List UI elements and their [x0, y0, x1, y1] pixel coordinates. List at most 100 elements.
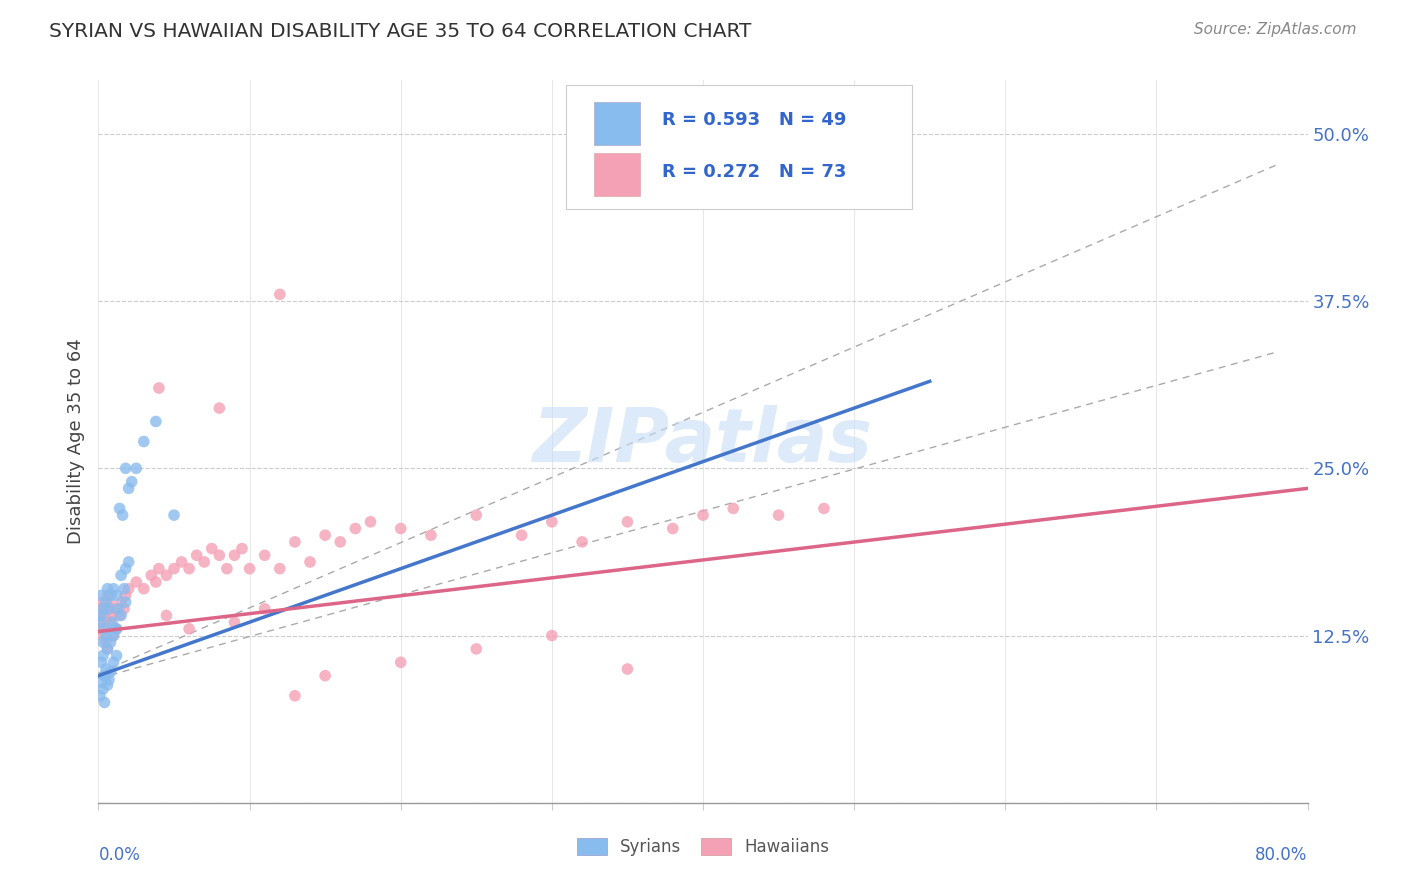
Point — [98, 602, 121, 616]
Point — [93, 696, 115, 710]
Point — [616, 515, 638, 529]
Point — [96, 589, 118, 603]
Point — [93, 669, 115, 683]
Point — [616, 662, 638, 676]
Point — [93, 622, 115, 636]
Point — [101, 608, 124, 623]
Legend: Syrians, Hawaiians: Syrians, Hawaiians — [569, 831, 837, 863]
Point — [98, 673, 121, 687]
Point — [148, 562, 170, 576]
Point — [105, 648, 128, 663]
Point — [269, 287, 291, 301]
Point — [89, 689, 111, 703]
Point — [90, 589, 112, 603]
Point — [253, 548, 276, 563]
Point — [118, 582, 141, 596]
Point — [103, 655, 125, 669]
Point — [813, 501, 835, 516]
Point — [91, 628, 114, 642]
Point — [132, 582, 155, 596]
Point — [239, 562, 262, 576]
Point — [94, 602, 117, 616]
Text: R = 0.272   N = 73: R = 0.272 N = 73 — [662, 163, 846, 181]
Point — [510, 528, 533, 542]
Point — [314, 669, 336, 683]
Text: SYRIAN VS HAWAIIAN DISABILITY AGE 35 TO 64 CORRELATION CHART: SYRIAN VS HAWAIIAN DISABILITY AGE 35 TO … — [49, 22, 752, 41]
Point — [114, 589, 136, 603]
Point — [110, 595, 132, 609]
Point — [90, 608, 112, 623]
Point — [465, 508, 488, 523]
Text: Source: ZipAtlas.com: Source: ZipAtlas.com — [1194, 22, 1357, 37]
Point — [344, 521, 367, 535]
Point — [360, 515, 382, 529]
Point — [93, 622, 115, 636]
Y-axis label: Disability Age 35 to 64: Disability Age 35 to 64 — [66, 339, 84, 544]
Point — [141, 568, 163, 582]
Point — [112, 582, 135, 596]
Point — [269, 562, 291, 576]
Point — [100, 589, 122, 603]
Point — [91, 635, 114, 649]
Point — [114, 562, 136, 576]
Point — [692, 508, 714, 523]
Point — [90, 602, 112, 616]
Point — [118, 482, 141, 496]
Point — [103, 628, 125, 642]
Point — [104, 622, 127, 636]
Point — [148, 381, 170, 395]
Point — [89, 615, 111, 630]
Point — [111, 508, 134, 523]
Text: R = 0.593   N = 49: R = 0.593 N = 49 — [662, 111, 846, 129]
Point — [179, 622, 201, 636]
Point — [118, 555, 141, 569]
Text: 0.0%: 0.0% — [98, 847, 141, 864]
Point — [114, 461, 136, 475]
Point — [104, 602, 127, 616]
Point — [114, 595, 136, 609]
Point — [155, 608, 177, 623]
Point — [89, 622, 111, 636]
Point — [96, 678, 118, 692]
Point — [103, 582, 125, 596]
Point — [98, 595, 121, 609]
Point — [96, 582, 118, 596]
Point — [179, 562, 201, 576]
Point — [132, 434, 155, 449]
Point — [231, 541, 253, 556]
Point — [91, 648, 114, 663]
Point — [145, 575, 167, 590]
Point — [170, 555, 193, 569]
Point — [94, 635, 117, 649]
Point — [661, 521, 683, 535]
Point — [100, 635, 122, 649]
Point — [110, 568, 132, 582]
Point — [201, 541, 224, 556]
Point — [284, 534, 307, 549]
Point — [299, 555, 322, 569]
Point — [94, 628, 117, 642]
Point — [208, 548, 231, 563]
Point — [125, 461, 148, 475]
Point — [329, 534, 352, 549]
Point — [768, 508, 790, 523]
Point — [96, 642, 118, 657]
Text: 80.0%: 80.0% — [1256, 847, 1308, 864]
Point — [314, 528, 336, 542]
Point — [107, 602, 129, 616]
Point — [389, 521, 412, 535]
Point — [93, 608, 115, 623]
Point — [224, 548, 246, 563]
Point — [163, 562, 186, 576]
Point — [723, 501, 745, 516]
Point — [284, 689, 307, 703]
Point — [90, 675, 112, 690]
Point — [121, 475, 143, 489]
Point — [145, 414, 167, 429]
Point — [155, 568, 177, 582]
Point — [540, 628, 562, 642]
Point — [105, 622, 128, 636]
Point — [208, 401, 231, 416]
Point — [193, 555, 215, 569]
Point — [100, 665, 122, 679]
